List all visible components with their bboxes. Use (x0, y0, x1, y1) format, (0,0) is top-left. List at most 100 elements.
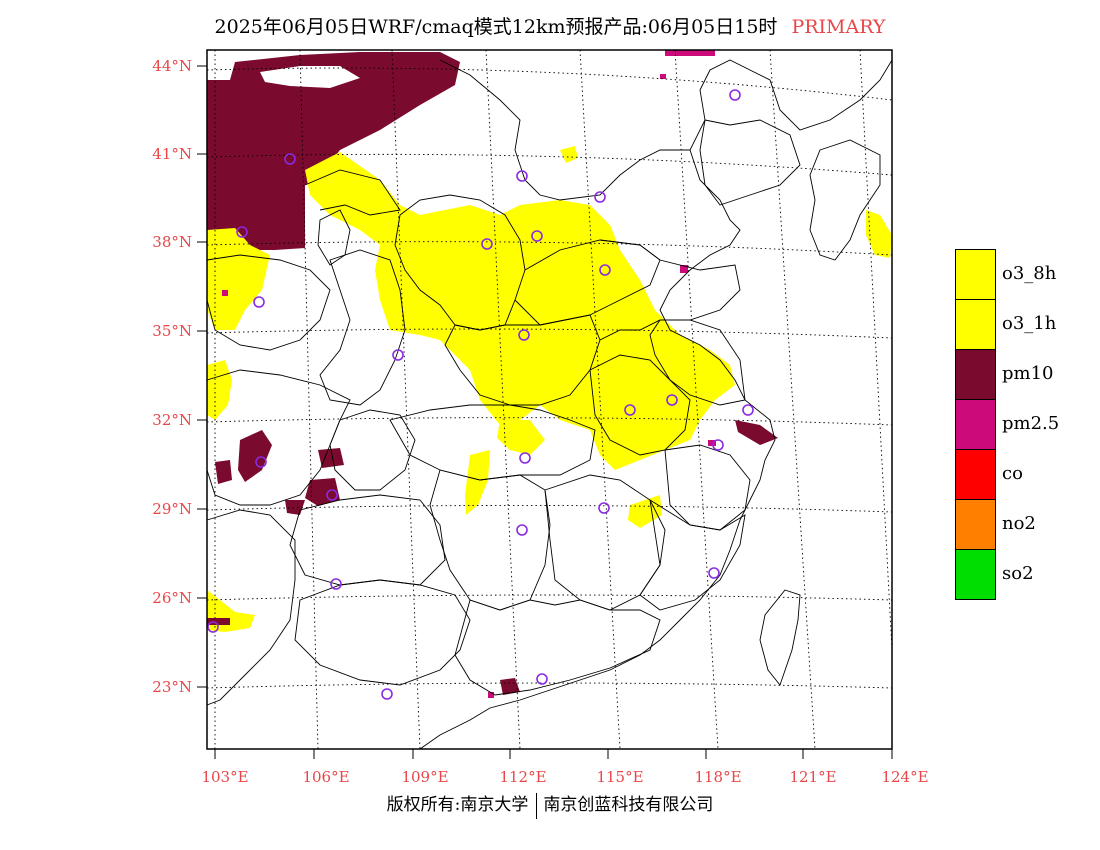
boundary-guangdong (454, 599, 661, 696)
station-marker (516, 170, 528, 182)
pm25-spot-2 (660, 74, 666, 79)
legend-swatch (955, 549, 996, 600)
lon-label: 121°E (789, 768, 836, 786)
taiwan-outline (759, 589, 801, 686)
pm25-spot-5 (488, 692, 494, 698)
station-marker (708, 567, 720, 579)
boundary-gansu (206, 254, 331, 351)
legend-swatch (955, 449, 996, 500)
lat-label: 29°N (152, 500, 192, 518)
korea-outline (809, 139, 881, 261)
boundary-jiangsu (649, 319, 746, 406)
boundary-shanxi (394, 194, 526, 331)
station-markers (207, 89, 754, 700)
graticule (206, 49, 893, 750)
lon-label: 109°E (401, 768, 448, 786)
station-marker (536, 673, 548, 685)
lat-label: 32°N (152, 411, 192, 429)
coastline (419, 59, 893, 750)
lat-label: 41°N (152, 145, 192, 163)
pm10-patch-south (500, 678, 520, 695)
station-marker (392, 349, 404, 361)
pm10-patch-ne (735, 420, 778, 445)
boundary-fujian (639, 499, 746, 611)
pm10-patch-sw3 (318, 448, 344, 468)
lat-label: 38°N (152, 233, 192, 251)
boundaries (206, 59, 893, 750)
legend-label: pm2.5 (1002, 413, 1060, 434)
title-text: 2025年06月05日WRF/cmaq模式12km预报产品:06月05日15时 (214, 16, 778, 38)
station-marker (253, 296, 265, 308)
lat-label: 35°N (152, 322, 192, 340)
footer-divider (536, 792, 538, 819)
lon-label: 115°E (596, 768, 643, 786)
station-marker (624, 404, 636, 416)
boundary-n (439, 59, 690, 201)
lat-label: 23°N (152, 678, 192, 696)
axis-ticks (197, 65, 893, 759)
boundary-shaanxi (319, 249, 406, 406)
map-title: 2025年06月05日WRF/cmaq模式12km预报产品:06月05日15时 P… (0, 12, 1100, 39)
o3-east-patch (628, 495, 662, 528)
station-marker (598, 502, 610, 514)
legend-label: no2 (1002, 513, 1036, 534)
lon-label: 103°E (201, 768, 248, 786)
boundary-anhui (589, 354, 691, 456)
boundary-inner-mongolia (304, 169, 401, 216)
pm10-patch-sw2 (215, 460, 232, 484)
o3-south-patch-1 (465, 450, 490, 515)
legend-swatch (955, 349, 996, 400)
pm25-spot-6 (708, 440, 716, 446)
legend-swatch (955, 299, 996, 350)
legend-label: so2 (1002, 563, 1034, 584)
o3-northeast-edge (866, 210, 892, 258)
boundary-yunnan (206, 509, 296, 706)
title-primary-tag: PRIMARY (791, 16, 886, 38)
footer-left: 版权所有:南京大学 (386, 795, 529, 815)
boundary-shandong (599, 239, 741, 341)
legend-swatch (955, 499, 996, 550)
station-marker (381, 688, 393, 700)
o3-west-area (207, 228, 270, 330)
station-marker (255, 456, 267, 468)
boundary-zhejiang (664, 444, 751, 531)
station-marker (481, 238, 493, 250)
legend-swatch (955, 399, 996, 450)
legend-swatch (955, 249, 996, 300)
pm25-spot-3 (665, 50, 715, 56)
station-marker (516, 524, 528, 536)
station-marker (518, 329, 530, 341)
lat-label: 44°N (152, 57, 192, 75)
footer-right: 南京创蓝科技有限公司 (543, 795, 714, 815)
lon-label: 106°E (302, 768, 349, 786)
station-marker (712, 439, 724, 451)
station-marker (519, 452, 531, 464)
station-marker (531, 230, 543, 242)
legend-label: o3_8h (1002, 263, 1057, 284)
o3-small-north (560, 146, 578, 163)
pm25-spot-4 (222, 290, 228, 296)
legend-label: o3_1h (1002, 313, 1057, 334)
boundary-chongqing (329, 409, 416, 491)
station-marker (330, 578, 342, 590)
o3-central-area (305, 152, 735, 470)
map-border (206, 49, 893, 750)
lon-label: 124°E (881, 768, 928, 786)
station-marker (326, 489, 338, 501)
pm10-cutout (260, 66, 360, 88)
pm25-spot-1 (680, 265, 688, 273)
station-marker (729, 89, 741, 101)
station-marker (599, 264, 611, 276)
station-marker (207, 621, 219, 633)
station-marker (666, 394, 678, 406)
lat-label: 26°N (152, 589, 192, 607)
lon-label: 112°E (499, 768, 546, 786)
boundary-liaoning (699, 119, 801, 206)
boundary-ningxia (317, 209, 351, 266)
pollution-areas (207, 50, 892, 698)
copyright-footer: 版权所有:南京大学 南京创蓝科技有限公司 (0, 790, 1100, 819)
station-marker (742, 404, 754, 416)
legend-label: pm10 (1002, 363, 1054, 384)
pm10-northwest-area (207, 52, 460, 250)
